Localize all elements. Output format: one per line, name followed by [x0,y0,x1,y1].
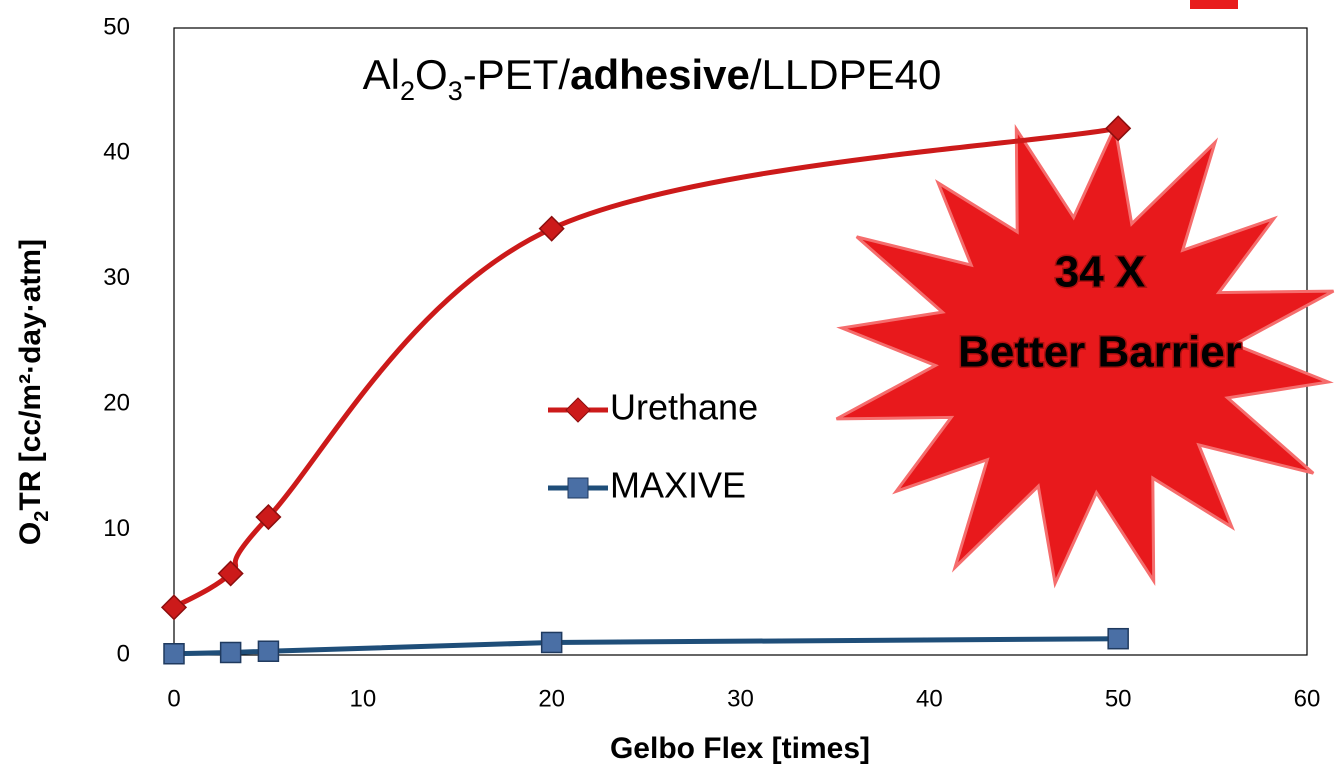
series [160,115,1132,621]
data-point [160,594,188,621]
data-point [257,640,280,662]
x-axis-title: Gelbo Flex [times] [610,732,870,765]
x-tick-label: 20 [538,685,565,712]
data-point [217,560,244,587]
data-point [538,215,565,242]
text-part: /LLDPE40 [750,51,941,98]
data-point [1105,115,1132,142]
y-tick-label: 40 [103,139,130,166]
data-point [255,503,282,531]
x-tick-label: 30 [727,685,754,712]
x-tick-label: 40 [916,685,943,712]
legend-marker [565,397,591,423]
y-tick-label: 30 [103,264,130,291]
star-shape [835,121,1335,589]
text-part: 2 [400,76,415,106]
x-tick-label: 0 [167,685,180,712]
y-tick-label: 50 [103,13,130,40]
data-point [163,642,185,665]
y-tick-label: 20 [103,390,130,417]
text-part: O [415,51,448,98]
data-point [1107,627,1129,650]
data-point [219,641,242,664]
text-part: Al [363,51,400,98]
text-part: O [14,522,47,545]
annotation: Al2O3-PET/adhesive/LLDPE40 [363,51,942,106]
legend-label: Urethane [610,387,758,428]
x-tick-label: 50 [1105,685,1132,712]
legend-label: MAXIVE [610,465,746,506]
y-axis-title: O2TR [cc/m²·day·atm] [14,239,53,545]
legend-item: MAXIVE [548,465,746,506]
legend-item: Urethane [548,387,758,428]
x-tick-label: 60 [1294,685,1321,712]
cropped-mark [1190,0,1238,9]
x-tick-label: 10 [349,685,376,712]
callout-star: 34 X Better Barrier [835,121,1335,589]
callout-text: 34 X [1055,248,1146,297]
series [163,627,1129,665]
legend-marker [567,477,589,499]
series-line [173,636,1119,657]
text-part: adhesive [570,51,750,98]
text-part: 2 [31,511,53,522]
text-part: TR [cc/m²·day·atm] [14,239,47,511]
text-part: 3 [448,76,463,106]
y-tick-label: 0 [117,640,130,667]
data-point [540,631,563,654]
plot-frame [173,27,1308,656]
callout-text: Better Barrier [958,328,1242,377]
y-tick-label: 10 [103,515,130,542]
text-part: -PET/ [463,51,571,98]
